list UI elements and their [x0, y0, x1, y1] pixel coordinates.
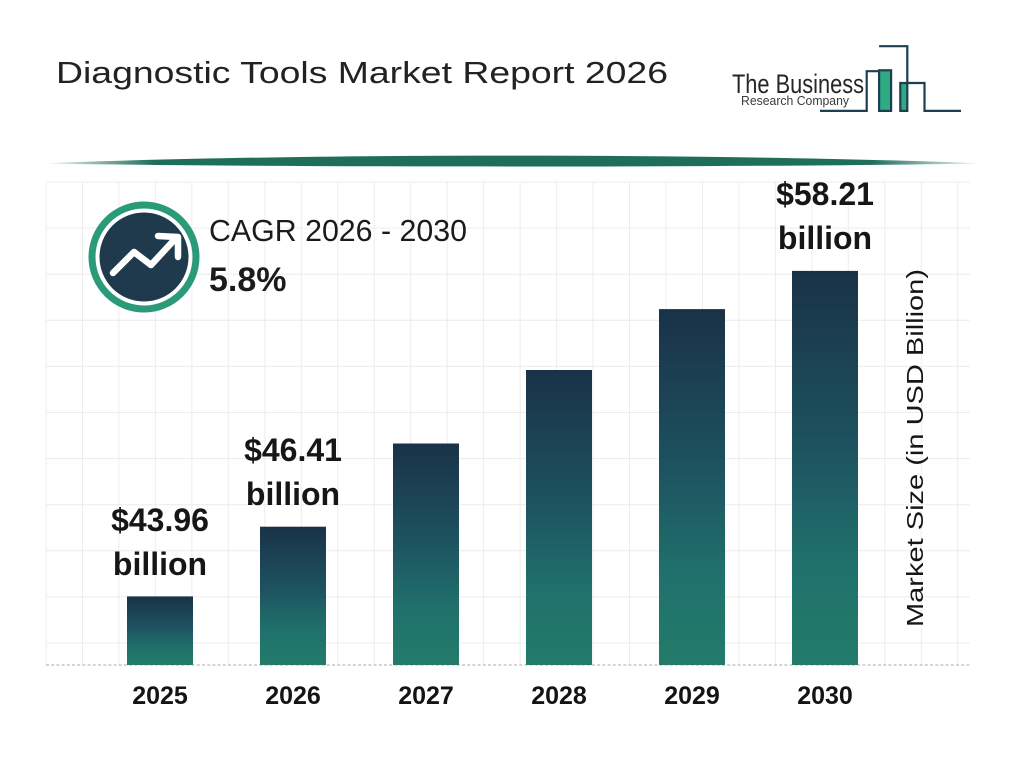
svg-text:2026: 2026	[265, 682, 321, 710]
svg-text:billion: billion	[113, 546, 207, 582]
svg-text:billion: billion	[246, 476, 340, 512]
svg-text:2030: 2030	[797, 682, 853, 710]
svg-text:2027: 2027	[398, 682, 454, 710]
svg-text:Market Size (in USD Billion): Market Size (in USD Billion)	[902, 269, 928, 627]
svg-text:Diagnostic Tools Market Report: Diagnostic Tools Market Report 2026	[56, 55, 668, 90]
svg-text:2025: 2025	[132, 682, 188, 710]
svg-text:2029: 2029	[664, 682, 720, 710]
svg-text:CAGR 2026 - 2030: CAGR 2026 - 2030	[209, 213, 467, 248]
svg-text:$46.41: $46.41	[244, 432, 342, 468]
svg-text:$43.96: $43.96	[111, 502, 209, 538]
svg-text:$58.21: $58.21	[776, 176, 874, 212]
svg-text:5.8%: 5.8%	[209, 261, 287, 299]
svg-text:2028: 2028	[531, 682, 587, 710]
svg-text:Research Company: Research Company	[741, 93, 849, 108]
svg-text:billion: billion	[778, 220, 872, 256]
